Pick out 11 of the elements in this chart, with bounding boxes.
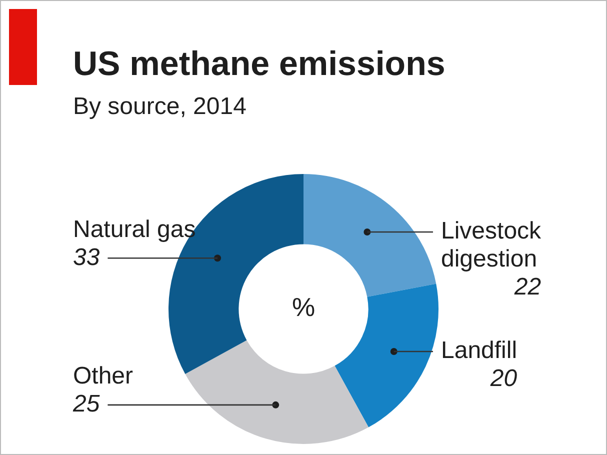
slice-label: Other (73, 362, 134, 390)
data-label: 33 (73, 244, 100, 271)
slice-label: Landfill (441, 337, 518, 364)
slice-label: Livestock digestion (441, 218, 542, 273)
text: % (292, 292, 316, 322)
data-label: 22 (513, 274, 542, 301)
chart-subtitle: By source, 2014 (73, 93, 246, 121)
slice-label: Natural gas (73, 216, 196, 243)
data-label: 25 (72, 390, 100, 418)
data-label: 20 (489, 365, 518, 392)
chart-title: US methane emissions (73, 45, 446, 84)
